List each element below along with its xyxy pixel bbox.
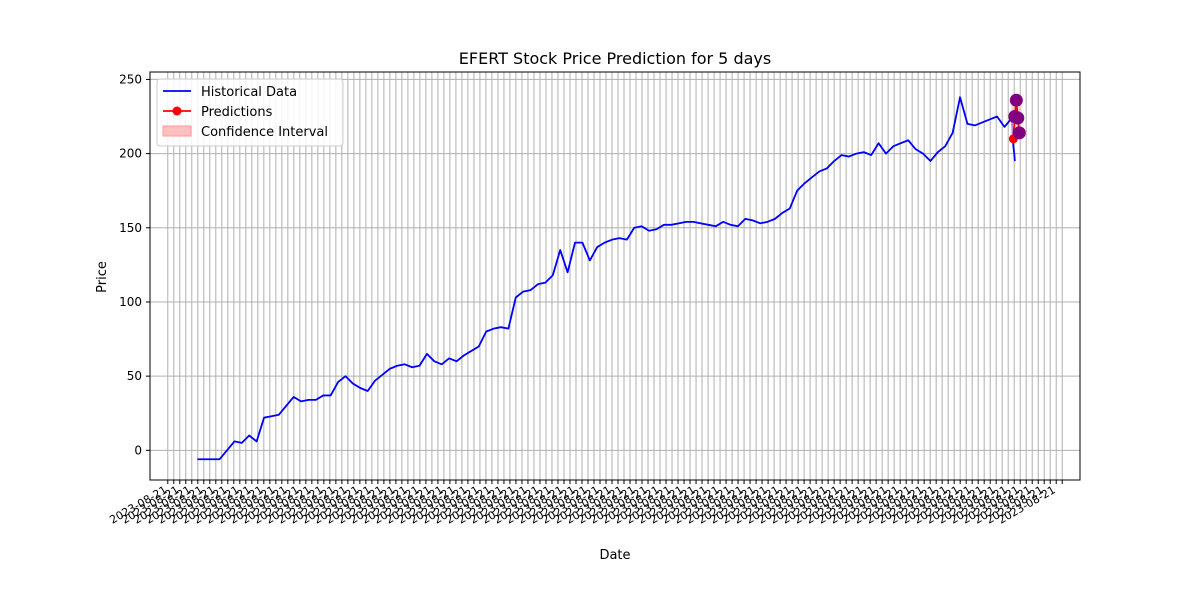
y-tick-label: 50 xyxy=(127,369,142,383)
legend: Historical Data Predictions Confidence I… xyxy=(156,78,344,147)
chart-title: EFERT Stock Price Prediction for 5 days xyxy=(459,49,771,68)
legend-interval-swatch xyxy=(162,125,192,137)
y-axis-label: Price xyxy=(95,261,110,293)
y-tick-label: 150 xyxy=(119,221,142,235)
legend-historical-label: Historical Data xyxy=(201,85,297,100)
x-axis-label: Date xyxy=(599,548,630,563)
historical-series-line xyxy=(197,96,1013,461)
y-tick-label: 200 xyxy=(119,147,142,161)
legend-predictions-marker xyxy=(172,106,182,116)
y-tick-label: 100 xyxy=(119,295,142,309)
legend-predictions-label: Predictions xyxy=(201,105,273,120)
y-tick-label: 0 xyxy=(134,443,142,457)
x-axis-ticks: 2023-08-212023-08-212023-08-212023-08-21… xyxy=(107,480,1063,527)
legend-interval-label: Confidence Interval xyxy=(201,125,328,140)
legend-box xyxy=(156,78,344,147)
prediction-point xyxy=(1012,126,1026,140)
plot-frame xyxy=(149,71,1081,481)
prediction-point xyxy=(1009,93,1023,107)
prediction-point xyxy=(1011,111,1025,125)
y-tick-label: 250 xyxy=(119,72,142,86)
y-axis-ticks: 0 50 100 150 200 250 xyxy=(119,72,150,457)
series-layer xyxy=(197,93,1026,461)
